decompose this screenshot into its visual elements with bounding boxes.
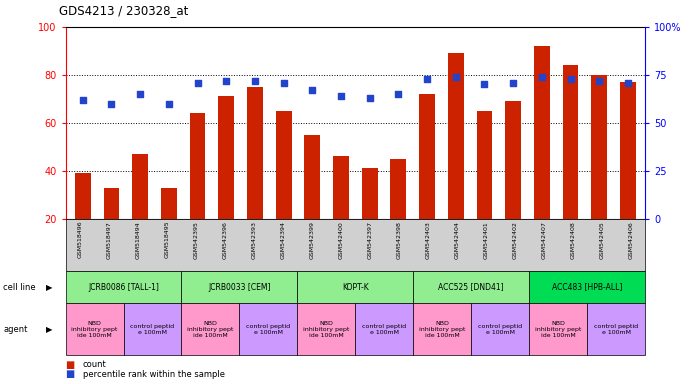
Text: GSM542406: GSM542406 [628,221,633,258]
Text: NBD
inhibitory pept
ide 100mM: NBD inhibitory pept ide 100mM [535,321,582,338]
Text: GDS4213 / 230328_at: GDS4213 / 230328_at [59,4,188,17]
Text: GSM542394: GSM542394 [280,221,286,259]
Text: cell line: cell line [3,283,36,291]
Point [479,81,490,88]
Text: GSM542405: GSM542405 [599,221,604,258]
Text: NBD
inhibitory pept
ide 100mM: NBD inhibitory pept ide 100mM [187,321,234,338]
Text: GSM542404: GSM542404 [454,221,460,259]
Bar [247,87,263,267]
Bar [562,65,578,267]
Text: count: count [83,360,106,369]
Text: KOPT-K: KOPT-K [342,283,368,291]
Text: GSM542399: GSM542399 [309,221,315,259]
Text: GSM518497: GSM518497 [106,221,112,258]
Bar [161,188,177,267]
Bar [362,169,377,267]
Text: ACC525 [DND41]: ACC525 [DND41] [438,283,504,291]
Point [393,91,404,97]
Text: ■: ■ [66,360,75,370]
Bar [132,154,148,267]
Text: GSM542398: GSM542398 [396,221,402,259]
Text: agent: agent [3,325,28,334]
Text: GSM542401: GSM542401 [483,221,489,258]
Text: GSM542407: GSM542407 [541,221,546,259]
Bar [591,75,607,267]
Text: GSM542400: GSM542400 [338,221,344,258]
Bar [620,82,635,267]
Point [565,76,576,82]
Text: GSM542408: GSM542408 [570,221,575,258]
Text: control peptid
e 100mM: control peptid e 100mM [594,324,638,335]
Point [164,101,175,107]
Text: GSM542396: GSM542396 [222,221,228,259]
Text: JCRB0086 [TALL-1]: JCRB0086 [TALL-1] [88,283,159,291]
Text: JCRB0033 [CEM]: JCRB0033 [CEM] [208,283,270,291]
Point [249,78,260,84]
Text: NBD
inhibitory pept
ide 100mM: NBD inhibitory pept ide 100mM [303,321,350,338]
Bar [75,173,90,267]
Text: control peptid
e 100mM: control peptid e 100mM [130,324,175,335]
Bar [505,101,521,267]
Point [622,79,633,86]
Text: control peptid
e 100mM: control peptid e 100mM [478,324,522,335]
Bar [276,111,291,267]
Text: ■: ■ [66,369,75,379]
Text: ACC483 [HPB-ALL]: ACC483 [HPB-ALL] [552,283,622,291]
Point [335,93,346,99]
Text: NBD
inhibitory pept
ide 100mM: NBD inhibitory pept ide 100mM [419,321,466,338]
Point [307,87,318,93]
Text: NBD
inhibitory pept
ide 100mM: NBD inhibitory pept ide 100mM [71,321,118,338]
Text: GSM542393: GSM542393 [251,221,257,259]
Text: GSM542402: GSM542402 [512,221,518,259]
Bar [104,188,119,267]
Point [278,79,289,86]
Bar [304,135,320,267]
Point [192,79,203,86]
Bar [190,113,206,267]
Point [135,91,146,97]
Point [364,95,375,101]
Text: control peptid
e 100mM: control peptid e 100mM [246,324,290,335]
Bar [391,159,406,267]
Text: GSM518494: GSM518494 [135,221,141,258]
Point [221,78,232,84]
Bar [477,111,493,267]
Text: GSM518496: GSM518496 [77,221,83,258]
Point [422,76,433,82]
Text: GSM518495: GSM518495 [164,221,170,258]
Text: GSM542403: GSM542403 [425,221,431,259]
Point [77,97,88,103]
Point [508,79,519,86]
Text: ▶: ▶ [46,283,52,291]
Text: ▶: ▶ [46,325,52,334]
Text: control peptid
e 100mM: control peptid e 100mM [362,324,406,335]
Bar [448,53,464,267]
Point [451,74,462,80]
Bar [333,157,349,267]
Bar [534,46,550,267]
Point [593,78,604,84]
Bar [420,94,435,267]
Text: GSM542395: GSM542395 [193,221,199,259]
Point [106,101,117,107]
Text: GSM542397: GSM542397 [367,221,373,259]
Point [536,74,547,80]
Bar [218,96,234,267]
Text: percentile rank within the sample: percentile rank within the sample [83,370,225,379]
